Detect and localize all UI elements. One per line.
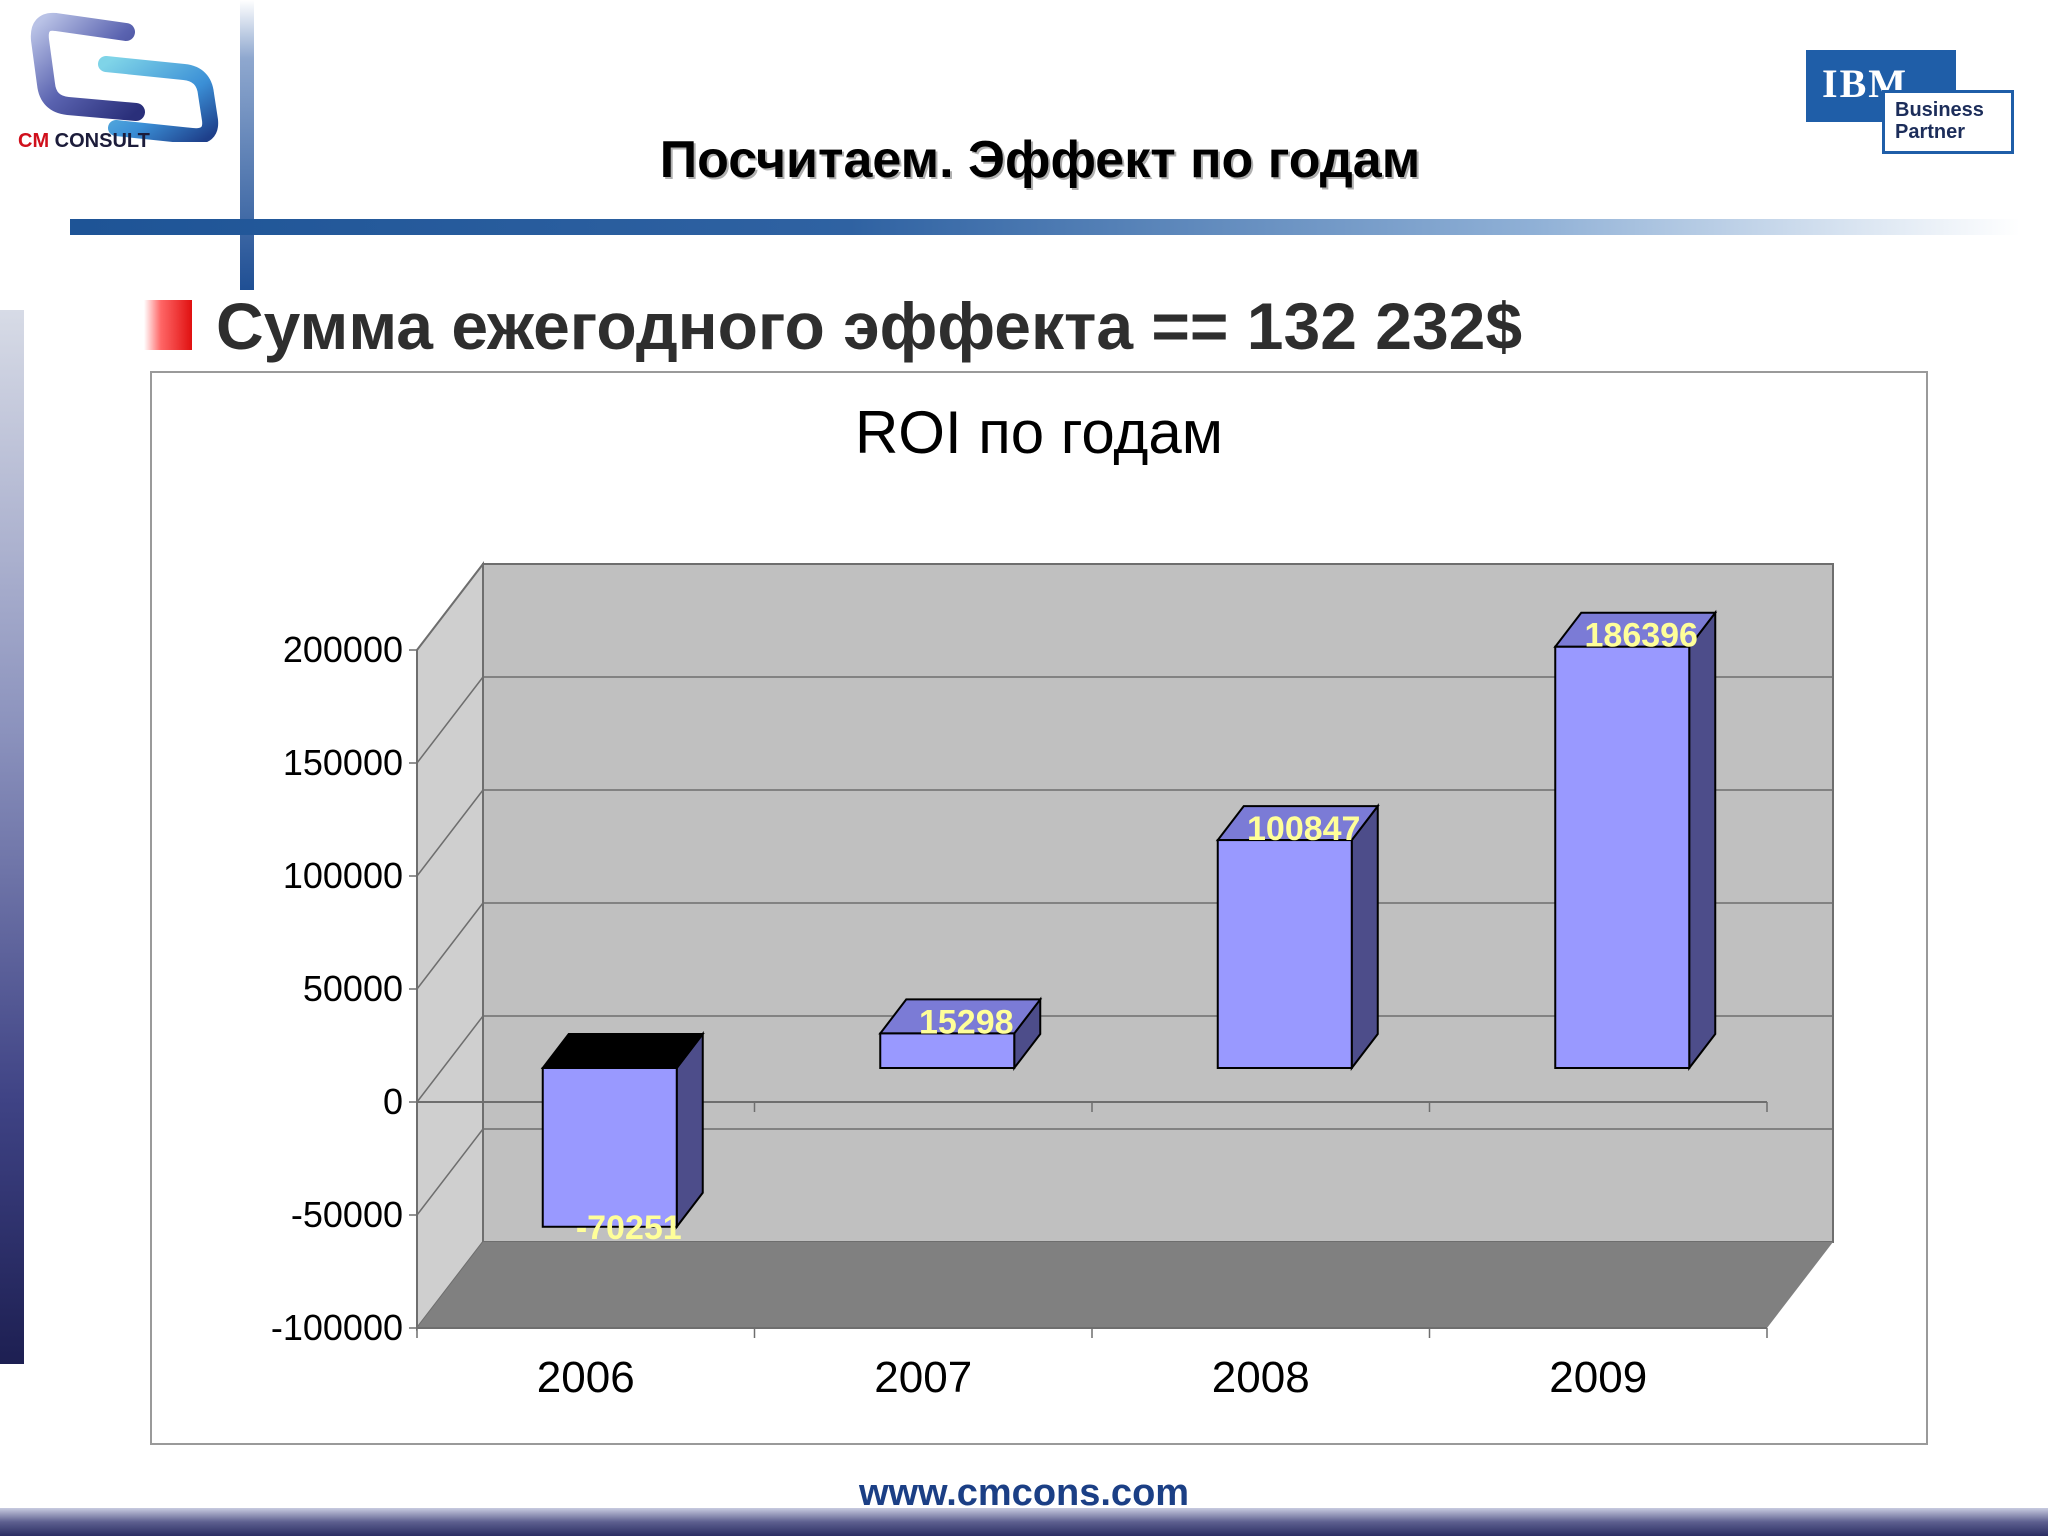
bar	[879, 1032, 1016, 1069]
data-label: 15298	[919, 1003, 1014, 1041]
bar	[541, 1067, 678, 1228]
roi-chart: ROI по годам 200000 150000 100000 50000 0 -500…	[271, 399, 1834, 1402]
x-tick-label: 2009	[1549, 1353, 1647, 1402]
bottom-gradient-band	[0, 1508, 2048, 1536]
left-gradient-strip	[0, 310, 24, 1364]
partner-label-line2: Partner	[1895, 121, 1966, 143]
bar	[1554, 645, 1691, 1069]
gridline-side	[416, 1015, 484, 1103]
bar-side	[1688, 609, 1717, 1071]
y-tick-label: -50000	[291, 1194, 403, 1235]
logo-text-cm: CM	[18, 130, 50, 152]
y-tick-label: 200000	[283, 629, 403, 670]
data-label: -70251	[576, 1209, 682, 1247]
footer-url: www.cmcons.com	[858, 1472, 1190, 1514]
bar	[1216, 839, 1353, 1069]
data-label: 186396	[1585, 617, 1698, 655]
bullet-text: Сумма ежегодного эффекта == 132 232$	[216, 289, 1523, 363]
gridline-side	[416, 1128, 484, 1216]
y-tick-label: 0	[383, 1081, 403, 1122]
y-tick-label: 150000	[283, 742, 403, 783]
header-vertical-accent-bar	[240, 0, 254, 290]
cm-consult-logo	[16, 12, 226, 162]
chart-frame: ROI по годам 200000 150000 100000 50000 0 -500…	[150, 371, 1928, 1445]
y-tick-label: 50000	[303, 968, 403, 1009]
bullet-square-icon	[144, 300, 192, 350]
gridline-side	[416, 789, 484, 877]
gridline-side	[416, 676, 484, 764]
y-tick-label: 100000	[283, 855, 403, 896]
y-tick-label: -100000	[271, 1307, 403, 1348]
logo-text-consult: CONSULT	[54, 130, 150, 152]
x-tick-label: 2006	[537, 1353, 635, 1402]
ibm-business-partner-logo: IBM Business Partner	[1806, 50, 2016, 154]
partner-label-box: Business Partner	[1882, 90, 2014, 154]
data-label: 100847	[1247, 810, 1360, 848]
x-tick-label: 2007	[874, 1353, 972, 1402]
x-tick-label: 2008	[1212, 1353, 1310, 1402]
slide-title: Посчитаем. Эффект по годам	[659, 131, 1421, 189]
chart-floor	[417, 1242, 1833, 1328]
bar-top	[540, 1033, 705, 1069]
partner-label-line1: Business	[1895, 99, 1984, 121]
chart-title: ROI по годам	[855, 399, 1223, 466]
logo-text: CM CONSULT	[18, 130, 150, 153]
gridline-side	[416, 563, 484, 651]
gridline-side	[416, 902, 484, 990]
cm-consult-logo-icon	[30, 12, 219, 145]
header-horizontal-accent-bar	[70, 219, 2020, 235]
